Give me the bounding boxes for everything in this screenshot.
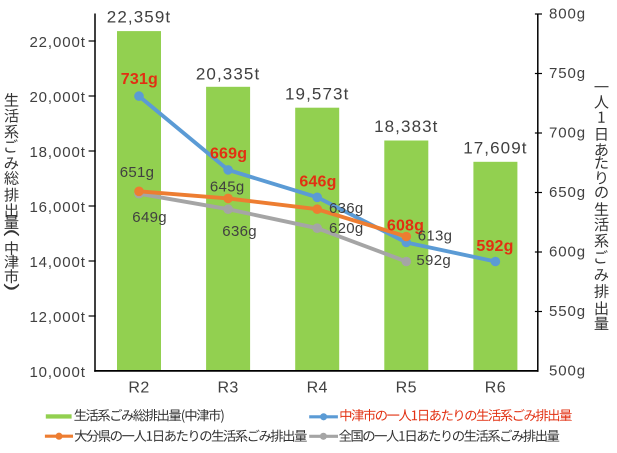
svg-text:14,000t: 14,000t <box>29 254 85 271</box>
svg-text:636g: 636g <box>222 223 257 240</box>
svg-text:R5: R5 <box>396 380 417 397</box>
svg-text:550g: 550g <box>549 303 586 320</box>
svg-text:669g: 669g <box>210 145 247 162</box>
svg-text:600g: 600g <box>549 244 586 261</box>
svg-text:17,609t: 17,609t <box>463 138 527 157</box>
svg-text:646g: 646g <box>299 174 336 191</box>
svg-text:R6: R6 <box>485 380 506 397</box>
svg-text:750g: 750g <box>549 65 586 82</box>
svg-text:22,359t: 22,359t <box>107 8 171 27</box>
svg-text:18,383t: 18,383t <box>374 117 438 136</box>
svg-text:620g: 620g <box>329 220 364 237</box>
svg-text:10,000t: 10,000t <box>29 364 85 381</box>
svg-text:18,000t: 18,000t <box>29 144 85 161</box>
svg-text:20,335t: 20,335t <box>196 65 260 84</box>
svg-text:500g: 500g <box>549 363 586 380</box>
svg-text:800g: 800g <box>549 6 586 23</box>
svg-text:16,000t: 16,000t <box>29 199 85 216</box>
svg-text:700g: 700g <box>549 125 586 142</box>
svg-text:608g: 608g <box>387 217 424 234</box>
svg-text:R4: R4 <box>307 380 328 397</box>
svg-text:636g: 636g <box>329 200 364 217</box>
svg-text:613g: 613g <box>418 227 453 244</box>
svg-text:592g: 592g <box>476 238 513 255</box>
svg-text:649g: 649g <box>132 209 167 226</box>
svg-text:22,000t: 22,000t <box>29 34 85 51</box>
svg-text:12,000t: 12,000t <box>29 309 85 326</box>
svg-text:R3: R3 <box>217 380 238 397</box>
svg-text:650g: 650g <box>549 184 586 201</box>
svg-text:645g: 645g <box>210 178 245 195</box>
svg-text:R2: R2 <box>128 380 149 397</box>
svg-text:19,573t: 19,573t <box>285 84 349 103</box>
svg-text:731g: 731g <box>121 71 158 88</box>
svg-text:592g: 592g <box>416 252 451 269</box>
svg-text:20,000t: 20,000t <box>29 89 85 106</box>
svg-text:651g: 651g <box>120 164 155 181</box>
